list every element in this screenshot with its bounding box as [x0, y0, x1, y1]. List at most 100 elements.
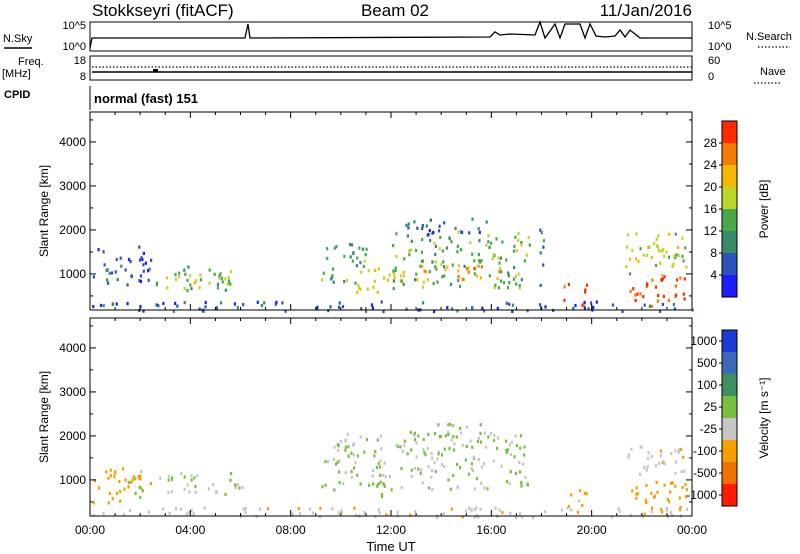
power-cell — [195, 279, 198, 283]
velocity-cell — [505, 450, 508, 455]
velocity-cell — [446, 423, 449, 427]
power-cell — [177, 275, 180, 279]
power-cell — [625, 264, 628, 269]
power-cell — [343, 254, 346, 258]
velocity-cell — [437, 423, 440, 427]
power-cell — [677, 245, 680, 250]
power-cell — [355, 264, 358, 268]
power-cell — [446, 265, 449, 269]
power-cell — [394, 268, 397, 272]
velocity-cell — [413, 438, 417, 442]
power-cell — [511, 303, 515, 307]
power-cell — [193, 281, 196, 285]
velocity-cell — [406, 452, 409, 456]
velocity-cell — [401, 449, 404, 453]
velocity-cell — [224, 492, 227, 496]
power-cell — [539, 303, 542, 307]
power-cell — [520, 278, 523, 282]
power-cell — [500, 270, 503, 274]
velocity-cell — [473, 508, 476, 512]
power-cell — [513, 265, 516, 270]
power-cell — [584, 288, 587, 292]
velocity-cell — [448, 446, 451, 451]
power-cell — [657, 234, 660, 238]
velocity-cell — [123, 513, 126, 517]
velocity-colorbar-label: -1000 — [686, 488, 717, 502]
velocity-cell — [450, 507, 453, 511]
power-cell — [449, 282, 453, 286]
power-colorbar-label: 28 — [704, 136, 718, 150]
velocity-colorbar-segment — [722, 440, 737, 463]
velocity-ytick-label: 4000 — [59, 341, 86, 355]
power-cell — [581, 303, 584, 307]
power-cell — [515, 282, 518, 286]
velocity-cell — [382, 482, 385, 486]
power-cell — [634, 293, 637, 297]
power-cell — [457, 230, 460, 234]
velocity-cell — [467, 472, 471, 476]
velocity-cell — [371, 474, 374, 478]
power-cell — [215, 306, 218, 310]
velocity-cell — [447, 478, 450, 482]
velocity-cell — [377, 508, 380, 512]
velocity-colorbar-segment — [722, 484, 737, 507]
velocity-cell — [500, 464, 503, 468]
velocity-cell — [498, 508, 501, 512]
velocity-cell — [346, 432, 349, 436]
velocity-cell — [666, 497, 669, 501]
velocity-cell — [413, 431, 416, 435]
power-cell — [236, 306, 239, 310]
power-cell — [421, 285, 425, 289]
power-cell — [637, 259, 640, 263]
power-cell — [360, 270, 363, 274]
power-cell — [446, 306, 449, 310]
power-cell — [409, 248, 412, 252]
velocity-cell — [333, 445, 336, 449]
velocity-cell — [443, 464, 446, 469]
velocity-cell — [523, 445, 526, 449]
power-cell — [229, 270, 232, 274]
power-cell — [662, 294, 665, 298]
power-cell — [370, 303, 374, 307]
power-cell — [260, 303, 263, 308]
velocity-cell — [137, 474, 140, 478]
velocity-cell — [336, 460, 339, 464]
velocity-cell — [368, 483, 371, 487]
velocity-cell — [560, 508, 564, 512]
velocity-cell — [471, 445, 474, 449]
power-cell — [144, 261, 147, 265]
power-cell — [380, 300, 383, 304]
power-cell — [467, 266, 470, 270]
velocity-cell — [347, 454, 350, 458]
velocity-cell — [663, 483, 666, 487]
velocity-cell — [479, 431, 482, 435]
velocity-cell — [342, 481, 345, 485]
velocity-cell — [338, 481, 341, 485]
velocity-cell — [635, 486, 638, 490]
velocity-cell — [121, 467, 125, 471]
power-cell — [392, 269, 395, 273]
power-cell — [437, 229, 441, 233]
velocity-cell — [515, 515, 518, 519]
velocity-cell — [413, 433, 416, 437]
power-panel: 1000 2000 3000 4000 Slant Range [km] 4 8 12 16 20… — [37, 111, 771, 314]
velocity-cell — [465, 444, 468, 448]
velocity-cell — [138, 476, 141, 480]
power-cell — [480, 259, 483, 263]
velocity-cell — [479, 440, 483, 444]
power-cell — [174, 273, 177, 277]
power-cell — [147, 278, 150, 282]
velocity-cell — [576, 510, 579, 514]
power-colorbar-label: 16 — [704, 202, 718, 216]
velocity-cell — [415, 441, 418, 445]
power-cell — [508, 302, 511, 306]
power-cell — [480, 265, 483, 269]
power-cell — [281, 301, 284, 305]
power-cell — [460, 230, 463, 234]
power-cell — [352, 251, 355, 255]
velocity-cell — [327, 460, 330, 464]
velocity-cell — [188, 490, 191, 494]
power-cell — [663, 275, 666, 279]
power-cell — [184, 272, 187, 276]
power-cell — [97, 248, 100, 252]
